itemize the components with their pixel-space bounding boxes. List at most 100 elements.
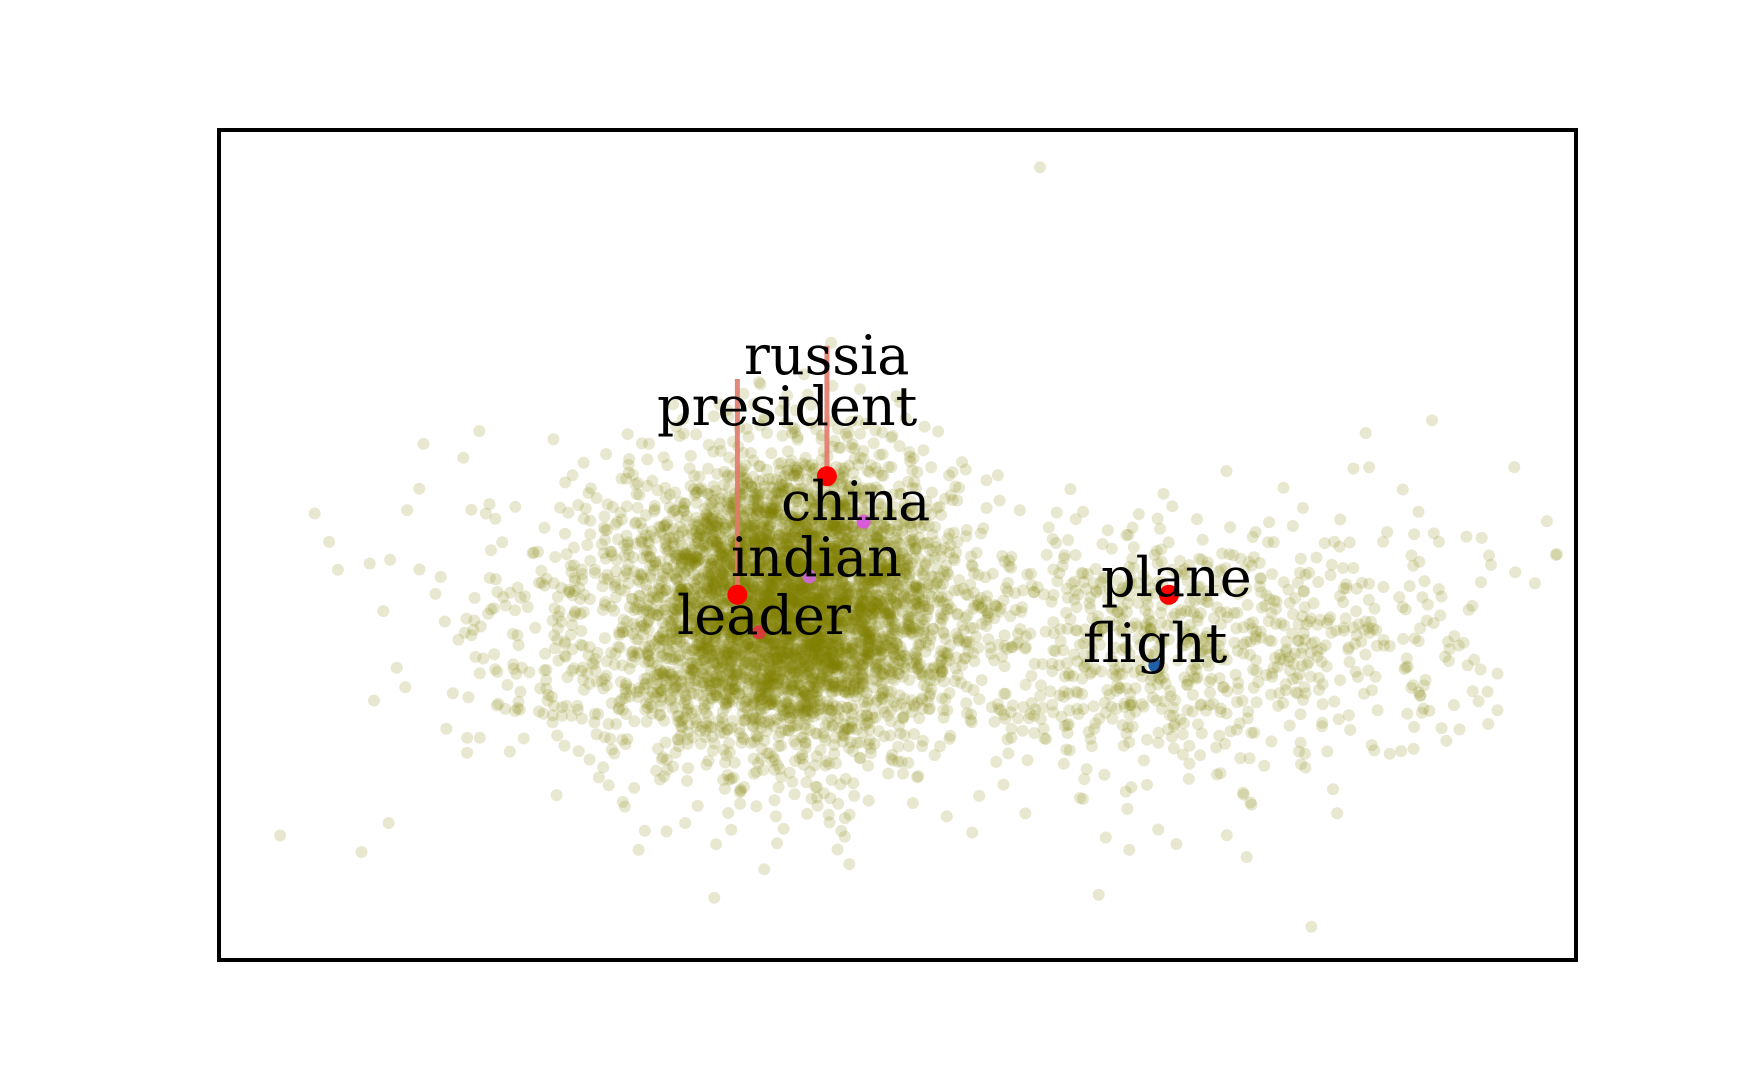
cloud-point xyxy=(755,581,767,594)
cloud-point xyxy=(828,492,841,505)
cloud-point xyxy=(671,733,684,746)
cloud-point xyxy=(958,652,970,665)
cloud-point xyxy=(812,490,825,503)
cloud-point xyxy=(724,627,736,640)
cloud-point xyxy=(768,763,781,776)
cloud-point xyxy=(910,581,923,594)
cloud-point xyxy=(1005,731,1018,744)
cloud-point xyxy=(870,529,883,542)
cloud-point xyxy=(810,781,823,793)
cloud-point xyxy=(775,546,788,559)
cloud-point xyxy=(864,603,877,616)
cloud-point xyxy=(811,635,824,648)
cloud-point xyxy=(937,565,950,578)
cloud-point xyxy=(702,438,715,451)
cloud-point xyxy=(729,659,742,672)
cloud-point xyxy=(840,582,853,595)
cloud-point xyxy=(711,539,724,552)
cloud-point xyxy=(849,525,862,538)
cloud-point xyxy=(829,658,842,671)
cloud-point xyxy=(835,659,848,672)
cloud-point xyxy=(790,560,802,573)
cloud-point xyxy=(775,475,788,488)
cloud-point xyxy=(719,645,732,658)
cloud-point xyxy=(951,536,964,548)
cloud-point xyxy=(856,526,869,539)
cloud-point xyxy=(817,561,830,574)
cloud-point xyxy=(860,589,873,602)
cloud-point xyxy=(566,643,579,656)
cloud-point xyxy=(786,610,798,623)
cloud-point xyxy=(887,642,900,655)
cloud-point xyxy=(614,506,627,519)
cloud-point xyxy=(791,610,804,623)
cloud-point xyxy=(887,591,900,604)
cloud-point xyxy=(711,658,724,671)
cloud-point xyxy=(461,731,474,744)
cloud-point xyxy=(377,605,390,618)
cloud-point xyxy=(840,567,853,580)
cloud-point xyxy=(766,481,779,494)
cloud-point xyxy=(878,615,891,628)
cloud-point xyxy=(824,527,837,540)
cloud-point xyxy=(758,734,771,747)
cloud-point xyxy=(838,610,851,623)
cloud-point xyxy=(880,562,893,575)
cloud-point xyxy=(871,645,884,658)
cloud-point xyxy=(538,521,551,534)
cloud-point xyxy=(723,526,736,539)
cloud-point xyxy=(847,685,860,698)
cloud-point xyxy=(485,544,497,557)
cloud-point xyxy=(686,644,699,657)
cloud-point xyxy=(582,487,595,499)
cloud-point xyxy=(847,647,860,660)
cloud-point xyxy=(768,794,781,807)
cloud-point xyxy=(817,727,830,740)
cloud-point xyxy=(652,742,664,755)
cloud-point xyxy=(852,686,865,698)
cloud-point xyxy=(821,699,834,712)
cloud-point xyxy=(829,587,842,600)
cloud-point xyxy=(758,716,771,729)
cloud-point xyxy=(775,771,788,783)
cloud-point xyxy=(667,613,679,626)
cloud-point xyxy=(571,699,584,712)
cloud-point xyxy=(703,642,716,655)
cloud-point xyxy=(855,552,868,565)
cloud-point xyxy=(718,580,730,593)
cloud-point xyxy=(856,677,869,690)
cloud-point xyxy=(842,601,855,614)
cloud-point xyxy=(822,519,835,532)
cloud-point xyxy=(716,568,729,581)
cloud-point xyxy=(804,724,816,736)
cloud-point xyxy=(814,603,827,616)
cloud-point xyxy=(714,584,727,597)
cloud-point xyxy=(854,383,866,396)
cloud-point xyxy=(616,626,629,639)
cloud-point xyxy=(754,506,767,519)
cloud-point xyxy=(754,714,767,727)
cloud-point xyxy=(865,574,878,587)
cloud-point xyxy=(779,490,792,503)
cloud-point xyxy=(838,546,851,559)
cloud-point xyxy=(869,461,882,474)
cloud-point xyxy=(719,611,732,624)
cloud-point xyxy=(859,629,872,641)
cloud-point xyxy=(568,559,580,572)
cloud-point xyxy=(664,674,677,687)
cloud-point xyxy=(880,662,893,675)
cloud-point xyxy=(639,529,652,542)
cloud-point xyxy=(873,650,886,663)
cloud-point xyxy=(791,570,804,583)
cloud-point xyxy=(588,707,601,720)
cloud-point xyxy=(818,617,831,630)
cloud-point xyxy=(681,553,694,566)
cloud-point xyxy=(790,550,803,563)
cloud-point xyxy=(750,614,763,627)
cloud-point xyxy=(462,691,475,704)
cloud-point xyxy=(638,824,651,837)
cloud-point xyxy=(733,606,745,619)
cloud-point xyxy=(565,709,578,722)
cloud-point xyxy=(868,513,881,526)
cloud-point xyxy=(693,543,706,556)
